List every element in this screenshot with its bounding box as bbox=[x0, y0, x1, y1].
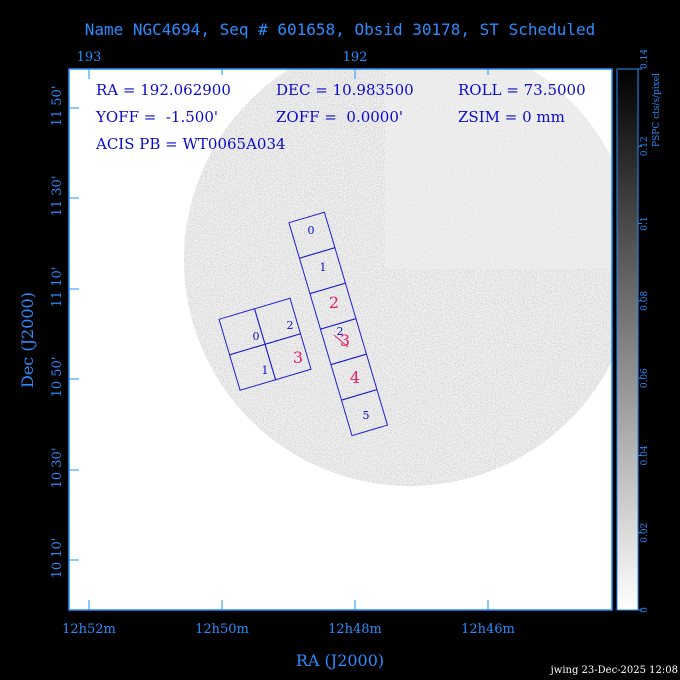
ccd-chip bbox=[340, 388, 389, 437]
colorbar-tick-label: 0.04 bbox=[640, 445, 650, 465]
region-label: 2 bbox=[329, 293, 339, 312]
ccd-label: 0 bbox=[308, 224, 315, 237]
x-tick-label-12h48m: 12h48m bbox=[328, 622, 382, 637]
info-yoff: YOFF = -1.500' bbox=[95, 108, 218, 126]
colorbar-tick-label: 0 bbox=[640, 607, 650, 613]
region-label: 3 bbox=[293, 348, 303, 367]
colorbar-label: PSPC cts/s/pixel bbox=[652, 73, 662, 147]
y-tick-label-1110: 11 10' bbox=[50, 267, 65, 308]
colorbar-tick-label: 0.06 bbox=[640, 368, 650, 388]
info-zsim: ZSIM = 0 mm bbox=[458, 108, 565, 126]
acis-i-array bbox=[218, 297, 312, 391]
info-dec: DEC = 10.983500 bbox=[276, 81, 414, 99]
ccd-label: 5 bbox=[363, 409, 370, 422]
y-tick-label-1150: 11 50' bbox=[50, 86, 65, 127]
x-axis-label: RA (J2000) bbox=[296, 651, 384, 670]
colorbar-tick-label: 0.14 bbox=[640, 49, 650, 69]
colorbar-tick-label: 0.1 bbox=[640, 216, 650, 230]
plot-frame bbox=[68, 68, 613, 611]
axis-ticks bbox=[69, 69, 489, 610]
figure-title: Name NGC4694, Seq # 601658, Obsid 30178,… bbox=[85, 20, 596, 39]
colorbar-tick-label: 0.12 bbox=[640, 136, 650, 156]
acis-s-array bbox=[288, 211, 389, 437]
ccd-label: 1 bbox=[262, 364, 269, 377]
ccd-chip bbox=[264, 333, 312, 381]
footer-stamp: jwing 23-Dec-2025 12:08 bbox=[550, 665, 678, 676]
y-tick-label-1010: 10 10' bbox=[50, 538, 65, 579]
top-tick-label-193: 193 bbox=[77, 50, 102, 65]
colorbar-tick-label: 0.02 bbox=[640, 523, 650, 543]
region-label: 4 bbox=[350, 368, 360, 387]
colorbar-tick-label: 0.08 bbox=[640, 291, 650, 311]
info-acis: ACIS PB = WT0065A034 bbox=[95, 135, 286, 153]
y-axis-label: Dec (J2000) bbox=[18, 292, 37, 388]
y-tick-label-1050: 10 50' bbox=[50, 357, 65, 398]
region-label: 3 bbox=[340, 331, 350, 350]
x-tick-label-12h52m: 12h52m bbox=[62, 622, 116, 637]
x-tick-label-12h50m: 12h50m bbox=[195, 622, 249, 637]
x-tick-label-12h46m: 12h46m bbox=[461, 622, 515, 637]
ccd-label: 2 bbox=[337, 325, 344, 338]
y-tick-label-1030: 10 30' bbox=[50, 448, 65, 489]
ccd-label: 2 bbox=[287, 319, 294, 332]
y-tick-label-1130: 11 30' bbox=[50, 176, 65, 217]
info-ra: RA = 192.062900 bbox=[96, 81, 231, 99]
colorbar bbox=[616, 68, 639, 611]
ccd-label: 1 bbox=[320, 261, 327, 274]
info-roll: ROLL = 73.5000 bbox=[458, 81, 586, 99]
info-zoff: ZOFF = 0.0000' bbox=[276, 108, 403, 126]
ccd-label: 0 bbox=[253, 330, 260, 343]
colorbar-ticks: 0 0.02 0.04 0.06 0.08 0.1 0.12 0.14 bbox=[638, 49, 650, 613]
region-marker bbox=[333, 334, 349, 348]
top-tick-label-192: 192 bbox=[343, 50, 368, 65]
